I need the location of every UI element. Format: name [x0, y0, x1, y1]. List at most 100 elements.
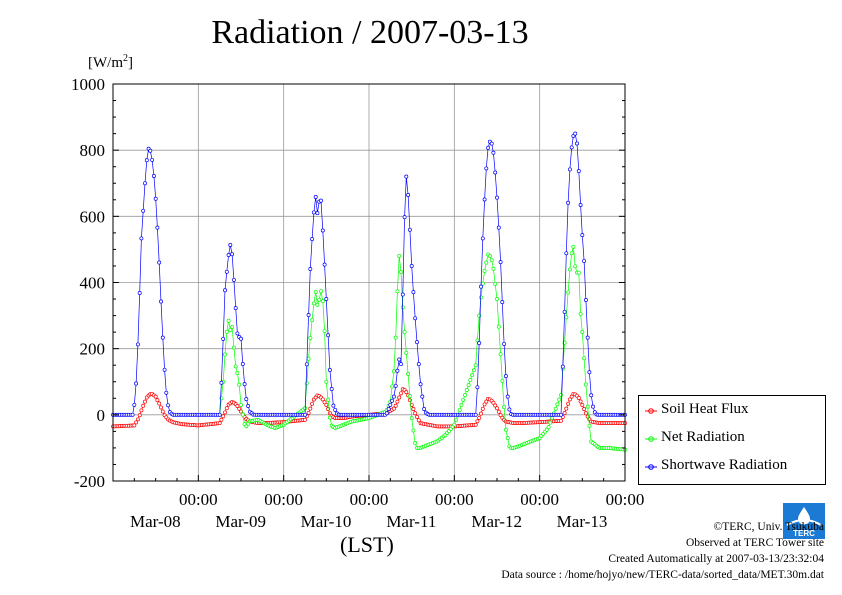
- legend-marker-shortwave: [645, 464, 657, 470]
- credit-created: Created Automatically at 2007-03-13/23:3…: [608, 553, 824, 565]
- series-point-1: [553, 406, 558, 411]
- series-point-2: [160, 335, 165, 340]
- series-point-0: [155, 398, 160, 403]
- series-point-2: [582, 258, 587, 263]
- series-point-0: [567, 397, 572, 402]
- series-point-1: [313, 289, 318, 294]
- series-point-1: [550, 416, 555, 420]
- series-point-1: [484, 260, 489, 265]
- series-point-2: [413, 316, 418, 321]
- y-tick-label: 600: [80, 207, 106, 226]
- series-point-1: [230, 324, 235, 329]
- series-point-0: [495, 406, 499, 411]
- series-point-0: [559, 418, 563, 423]
- series-point-0: [416, 418, 421, 423]
- series-point-0: [137, 413, 142, 418]
- series-point-1: [233, 364, 238, 369]
- series-point-2: [564, 251, 569, 256]
- series-point-2: [148, 148, 153, 153]
- series-point-2: [390, 398, 395, 403]
- series-point-1: [468, 378, 473, 383]
- series-point-2: [217, 412, 222, 417]
- series-point-1: [567, 267, 572, 272]
- series-point-1: [223, 352, 227, 357]
- series-point-2: [578, 203, 583, 207]
- series-point-2: [233, 306, 238, 311]
- series-point-1: [413, 441, 418, 445]
- series-point-1: [489, 258, 494, 263]
- series-point-1: [555, 402, 560, 407]
- series-point-2: [498, 260, 503, 265]
- series-point-0: [308, 406, 313, 411]
- series-point-0: [578, 399, 583, 404]
- series-point-2: [489, 141, 494, 146]
- x-tick-date-label: Mar-10: [301, 512, 352, 531]
- series-point-2: [230, 252, 235, 257]
- x-tick-date-label: Mar-13: [557, 512, 608, 531]
- series-point-2: [132, 402, 137, 407]
- series-point-1: [566, 290, 571, 295]
- series-point-0: [498, 413, 503, 418]
- series-point-0: [310, 401, 315, 406]
- series-point-2: [502, 341, 507, 346]
- series-point-2: [560, 364, 565, 369]
- series-point-2: [500, 300, 505, 305]
- series-point-1: [397, 253, 402, 258]
- x-axis-label: (LST): [340, 532, 394, 557]
- chart-title: Radiation / 2007-03-13: [211, 14, 529, 51]
- series-point-0: [413, 411, 418, 416]
- series-point-2: [303, 412, 307, 417]
- series-point-2: [134, 381, 139, 386]
- series-point-1: [407, 394, 412, 399]
- series-point-2: [143, 181, 147, 186]
- series-point-2: [566, 200, 571, 205]
- series-point-2: [244, 397, 249, 402]
- series-point-2: [141, 208, 146, 213]
- y-tick-label: -200: [74, 472, 105, 491]
- series-point-2: [587, 370, 592, 375]
- series-point-2: [242, 382, 247, 387]
- series-point-1: [502, 405, 507, 410]
- series-point-2: [567, 167, 572, 172]
- x-tick-date-label: Mar-09: [215, 512, 266, 531]
- series-point-2: [324, 297, 329, 301]
- series-point-2: [135, 342, 140, 347]
- terc-logo: TERC: [783, 503, 825, 539]
- series-point-1: [320, 299, 325, 304]
- series-point-0: [391, 406, 396, 411]
- series-point-2: [320, 228, 325, 233]
- series-point-0: [491, 400, 496, 405]
- series-point-2: [573, 131, 578, 136]
- series-point-1: [402, 330, 407, 335]
- series-point-0: [493, 403, 498, 408]
- series-point-2: [495, 195, 499, 200]
- series-point-2: [240, 362, 245, 366]
- series-point-0: [496, 409, 501, 414]
- x-tick-date-label: Mar-08: [130, 512, 181, 531]
- series-point-1: [557, 397, 562, 402]
- series-point-1: [306, 356, 311, 361]
- series-point-0: [395, 399, 400, 404]
- series-point-2: [157, 260, 162, 265]
- x-tick-time-label: 00:00: [350, 490, 389, 509]
- series-point-2: [331, 403, 336, 408]
- series-line-1: [219, 246, 626, 450]
- series-point-2: [159, 299, 163, 304]
- series-point-1: [585, 404, 590, 409]
- series-point-1: [224, 329, 229, 334]
- series-point-1: [226, 318, 231, 323]
- series-point-0: [569, 394, 574, 399]
- series-point-0: [399, 391, 403, 396]
- series-point-2: [224, 269, 229, 274]
- series-point-1: [244, 424, 249, 429]
- series-point-2: [226, 253, 231, 257]
- series-point-2: [583, 298, 588, 302]
- series-point-0: [479, 411, 483, 416]
- series-point-1: [237, 382, 242, 387]
- series-point-0: [139, 408, 144, 413]
- series-point-2: [221, 336, 226, 341]
- series-point-1: [544, 427, 549, 432]
- series-point-2: [219, 380, 224, 385]
- series-point-1: [308, 335, 313, 340]
- series-point-1: [235, 371, 240, 376]
